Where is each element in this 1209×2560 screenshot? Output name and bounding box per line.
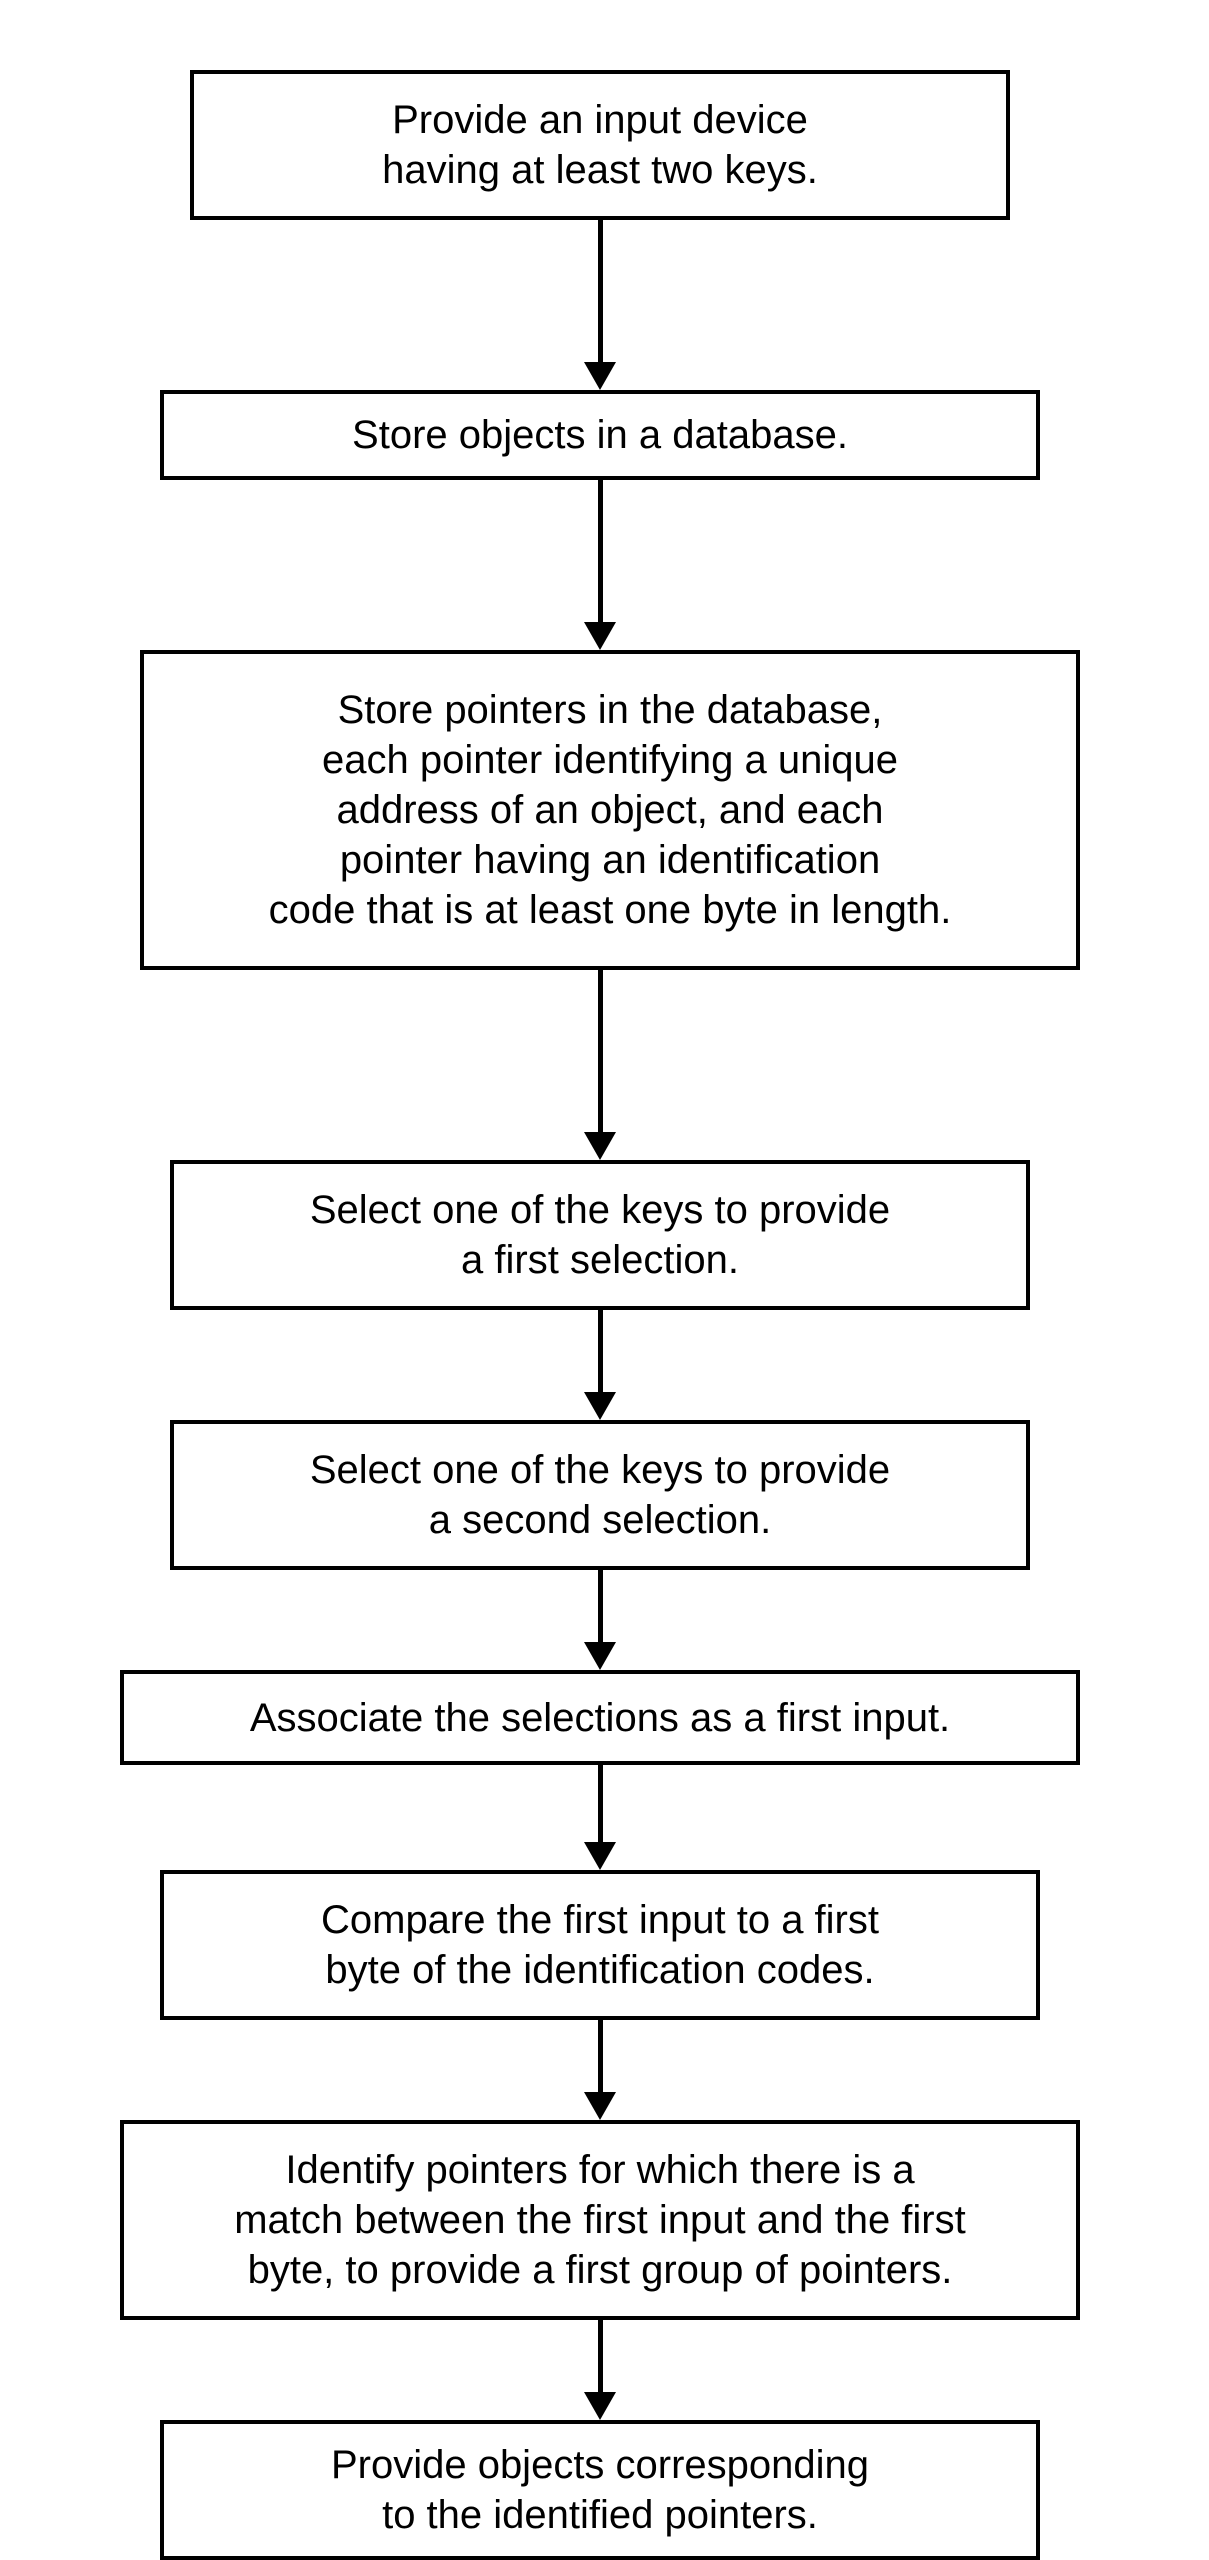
flowchart-node: Select one of the keys to provide a firs… — [170, 1160, 1030, 1310]
flowchart-node-text: Compare the first input to a first byte … — [321, 1895, 879, 1995]
flowchart-node-text: Identify pointers for which there is a m… — [234, 2145, 966, 2295]
flowchart-node: Select one of the keys to provide a seco… — [170, 1420, 1030, 1570]
flowchart-node: Store pointers in the database, each poi… — [140, 650, 1080, 970]
flowchart-node-text: Store pointers in the database, each poi… — [269, 685, 952, 935]
flowchart-node-text: Provide an input device having at least … — [382, 95, 818, 195]
flowchart-node: Identify pointers for which there is a m… — [120, 2120, 1080, 2320]
flowchart-node: Compare the first input to a first byte … — [160, 1870, 1040, 2020]
arrow-down-icon — [584, 1842, 616, 1870]
flowchart-node: Provide an input device having at least … — [190, 70, 1010, 220]
flowchart-edge — [598, 2020, 603, 2092]
arrow-down-icon — [584, 2092, 616, 2120]
arrow-down-icon — [584, 2392, 616, 2420]
arrow-down-icon — [584, 1132, 616, 1160]
arrow-down-icon — [584, 362, 616, 390]
flowchart-edge — [598, 1570, 603, 1642]
flowchart-canvas: Provide an input device having at least … — [0, 0, 1209, 2560]
flowchart-edge — [598, 2320, 603, 2392]
flowchart-node-text: Store objects in a database. — [352, 410, 848, 460]
arrow-down-icon — [584, 1392, 616, 1420]
arrow-down-icon — [584, 1642, 616, 1670]
flowchart-edge — [598, 1310, 603, 1392]
flowchart-node-text: Associate the selections as a first inpu… — [250, 1693, 950, 1743]
flowchart-edge — [598, 1765, 603, 1842]
flowchart-edge — [598, 220, 603, 362]
flowchart-node-text: Select one of the keys to provide a firs… — [310, 1185, 890, 1285]
flowchart-node-text: Provide objects corresponding to the ide… — [331, 2440, 869, 2540]
flowchart-edge — [598, 970, 603, 1132]
arrow-down-icon — [584, 622, 616, 650]
flowchart-node: Store objects in a database. — [160, 390, 1040, 480]
flowchart-edge — [598, 480, 603, 622]
flowchart-node-text: Select one of the keys to provide a seco… — [310, 1445, 890, 1545]
flowchart-node: Associate the selections as a first inpu… — [120, 1670, 1080, 1765]
flowchart-node: Provide objects corresponding to the ide… — [160, 2420, 1040, 2560]
